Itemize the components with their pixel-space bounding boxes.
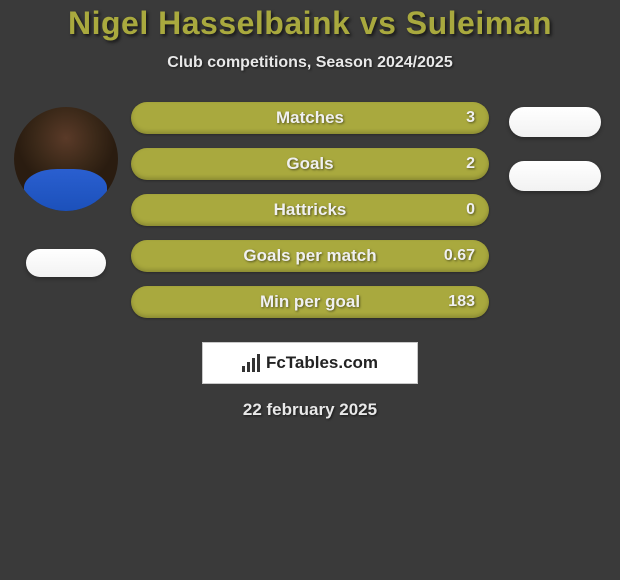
stat-value: 183	[448, 293, 475, 311]
player-right-pill	[509, 107, 601, 137]
player-left-col	[8, 102, 123, 277]
stat-bar: Goals 2	[131, 148, 489, 180]
stat-label: Goals	[286, 154, 333, 174]
brand-text: FcTables.com	[266, 353, 378, 373]
page-title: Nigel Hasselbaink vs Suleiman	[0, 5, 620, 42]
stat-value: 0	[466, 201, 475, 219]
player-left-pill	[26, 249, 106, 277]
stat-bar: Hattricks 0	[131, 194, 489, 226]
stat-label: Goals per match	[243, 246, 376, 266]
date-label: 22 february 2025	[0, 400, 620, 420]
main-row: Matches 3 Goals 2 Hattricks 0 Goals per match 0…	[0, 102, 620, 332]
player-right-pill	[509, 161, 601, 191]
stat-label: Min per goal	[260, 292, 360, 312]
stat-label: Matches	[276, 108, 344, 128]
subtitle: Club competitions, Season 2024/2025	[0, 54, 620, 72]
stat-label: Hattricks	[274, 200, 347, 220]
stat-bar: Matches 3	[131, 102, 489, 134]
player-avatar	[14, 107, 118, 211]
chart-icon	[242, 354, 260, 372]
stat-bar: Goals per match 0.67	[131, 240, 489, 272]
player-right-col	[497, 102, 612, 191]
stats-column: Matches 3 Goals 2 Hattricks 0 Goals per match 0…	[123, 102, 497, 332]
stat-bar: Min per goal 183	[131, 286, 489, 318]
comparison-card: Nigel Hasselbaink vs Suleiman Club compe…	[0, 0, 620, 420]
brand-box[interactable]: FcTables.com	[202, 342, 418, 384]
stat-value: 0.67	[444, 247, 475, 265]
stat-value: 3	[466, 109, 475, 127]
stat-value: 2	[466, 155, 475, 173]
